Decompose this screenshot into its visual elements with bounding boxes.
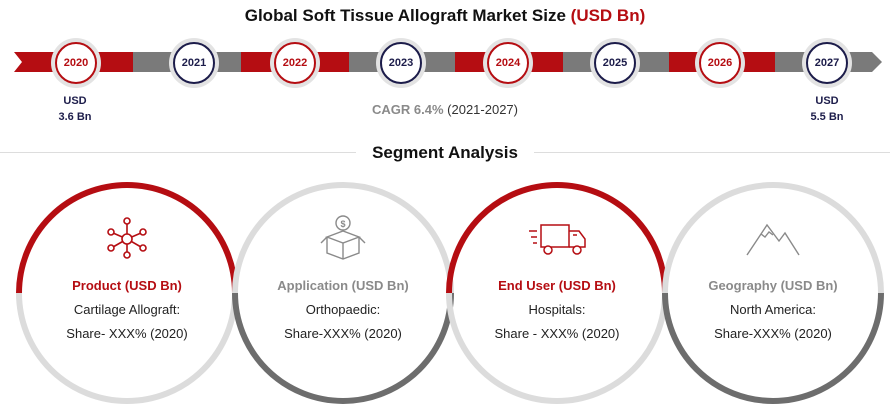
ring-application-bottom-arc bbox=[232, 292, 454, 404]
ring-enduser-bottom-arc bbox=[446, 292, 668, 404]
segment-leader-geography: North America: bbox=[730, 302, 816, 317]
segment-rings bbox=[16, 182, 884, 404]
start-value: USD 3.6 Bn bbox=[40, 93, 110, 125]
segment-name-geography: Geography (USD Bn) bbox=[708, 278, 838, 293]
ring-product-top-arc bbox=[16, 182, 238, 294]
year-circle-2026: 2026 bbox=[699, 42, 741, 84]
year-circle-2020: 2020 bbox=[55, 42, 97, 84]
end-value-amount: 5.5 Bn bbox=[810, 111, 844, 123]
year-circle-2024: 2024 bbox=[487, 42, 529, 84]
end-value: USD 5.5 Bn bbox=[792, 93, 862, 125]
year-circle-2022: 2022 bbox=[274, 42, 316, 84]
segment-leader-enduser: Hospitals: bbox=[528, 302, 586, 317]
svg-text:$: $ bbox=[340, 219, 345, 229]
start-value-label: USD bbox=[63, 95, 87, 107]
page-title: Global Soft Tissue Allograft Market Size… bbox=[0, 6, 890, 26]
mountain-icon bbox=[746, 223, 800, 256]
segment-card-geography: Geography (USD Bn) North America: Share-… bbox=[665, 213, 881, 341]
segment-name-application: Application (USD Bn) bbox=[277, 278, 409, 293]
segment-card-enduser: End User (USD Bn) Hospitals: Share - XXX… bbox=[449, 213, 665, 341]
segment-share-enduser: Share - XXX% (2020) bbox=[494, 326, 620, 341]
segment-analysis-title: Segment Analysis bbox=[0, 143, 890, 163]
segment-share-geography: Share-XXX% (2020) bbox=[714, 326, 832, 341]
segment-leader-application: Orthopaedic: bbox=[305, 302, 381, 317]
segment-card-product: Product (USD Bn) Cartilage Allograft: Sh… bbox=[19, 213, 235, 341]
title-unit: (USD Bn) bbox=[570, 6, 646, 25]
timeline: 2020 2021 2022 2023 2024 2025 2026 2027 bbox=[0, 36, 890, 90]
ring-enduser-top-arc bbox=[446, 182, 668, 294]
year-circle-2023: 2023 bbox=[380, 42, 422, 84]
timeline-arrow-head bbox=[860, 52, 882, 72]
ring-product-bottom-arc bbox=[16, 292, 238, 404]
start-value-amount: 3.6 Bn bbox=[58, 111, 92, 123]
delivery-truck-icon bbox=[529, 224, 586, 255]
segment-leader-product: Cartilage Allograft: bbox=[73, 302, 181, 317]
segment-card-application: $ Application (USD Bn) Orthopaedic: Shar… bbox=[235, 213, 451, 341]
year-circle-2027: 2027 bbox=[806, 42, 848, 84]
timeline-arrow-tail bbox=[14, 52, 38, 72]
year-circle-2021: 2021 bbox=[173, 42, 215, 84]
year-circle-2025: 2025 bbox=[594, 42, 636, 84]
ring-geography-bottom-arc bbox=[662, 292, 884, 404]
segment-share-application: Share-XXX% (2020) bbox=[284, 326, 402, 341]
molecule-network-icon bbox=[107, 217, 147, 259]
segment-share-product: Share- XXX% (2020) bbox=[66, 326, 188, 341]
dollar-box-icon: $ bbox=[320, 215, 366, 260]
cagr-value: CAGR 6.4% bbox=[372, 102, 444, 117]
cagr-period: (2021-2027) bbox=[447, 102, 518, 117]
ring-geography-top-arc bbox=[662, 182, 884, 294]
segment-name-enduser: End User (USD Bn) bbox=[498, 278, 616, 293]
segment-name-product: Product (USD Bn) bbox=[72, 278, 182, 293]
end-value-label: USD bbox=[815, 95, 839, 107]
cagr-text: CAGR 6.4% (2021-2027) bbox=[0, 102, 890, 117]
title-main: Global Soft Tissue Allograft Market Size bbox=[244, 6, 566, 25]
ring-application-top-arc bbox=[232, 182, 454, 294]
